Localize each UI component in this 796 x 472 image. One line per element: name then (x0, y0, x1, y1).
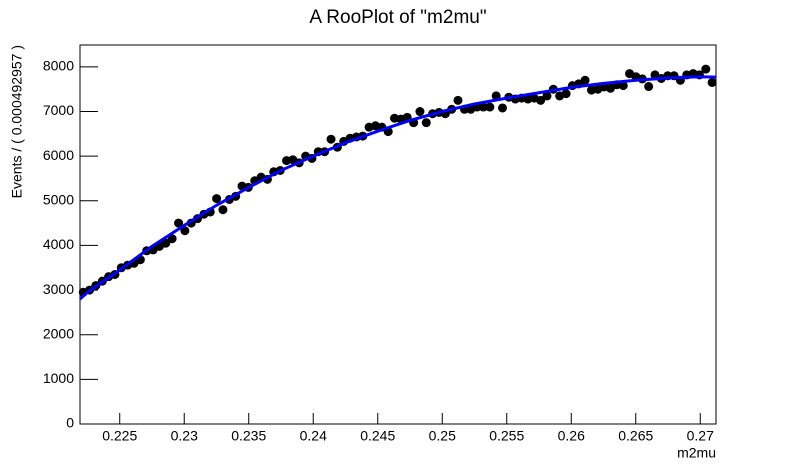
data-point (326, 134, 336, 144)
data-point (174, 218, 184, 228)
data-point (415, 107, 425, 117)
x-tick-label: 0.265 (618, 428, 653, 444)
y-tick-label: 0 (66, 415, 74, 431)
data-point (167, 234, 177, 244)
y-tick-label: 6000 (43, 147, 74, 163)
y-tick-label: 2000 (43, 325, 74, 341)
data-point (536, 95, 546, 105)
y-tick-label: 3000 (43, 281, 74, 297)
x-tick-label: 0.26 (558, 428, 585, 444)
x-tick-label: 0.24 (300, 428, 327, 444)
y-tick-label: 7000 (43, 102, 74, 118)
data-point (180, 226, 190, 236)
frame (79, 44, 717, 425)
data-point (561, 89, 571, 99)
x-tick-label: 0.245 (360, 428, 395, 444)
data-point (618, 81, 628, 91)
data-point (218, 205, 228, 215)
x-tick-label: 0.23 (171, 428, 198, 444)
y-tick-label: 1000 (43, 370, 74, 386)
x-tick-label: 0.27 (687, 428, 714, 444)
data-point (497, 103, 507, 113)
y-axis-label: Events / ( 0.000492957 ) (9, 45, 25, 198)
x-axis-label: m2mu (677, 445, 716, 461)
fit-curve (78, 75, 717, 301)
data-point (542, 91, 552, 101)
data-point (485, 102, 495, 112)
y-tick-label: 8000 (43, 58, 74, 74)
chart-title: A RooPlot of "m2mu" (309, 7, 486, 28)
x-tick-label: 0.225 (102, 428, 137, 444)
x-tick-label: 0.25 (429, 428, 456, 444)
data-point (161, 238, 171, 248)
data-point (707, 77, 717, 87)
data-point (701, 64, 711, 74)
data-point (421, 118, 431, 128)
x-tick-label: 0.235 (231, 428, 266, 444)
data-point (478, 102, 488, 112)
y-tick-label: 4000 (43, 236, 74, 252)
data-point (644, 82, 654, 92)
data-point (580, 75, 590, 85)
x-tick-label: 0.255 (489, 428, 524, 444)
y-tick-label: 5000 (43, 191, 74, 207)
data-point (453, 95, 463, 105)
data-point (212, 194, 222, 204)
